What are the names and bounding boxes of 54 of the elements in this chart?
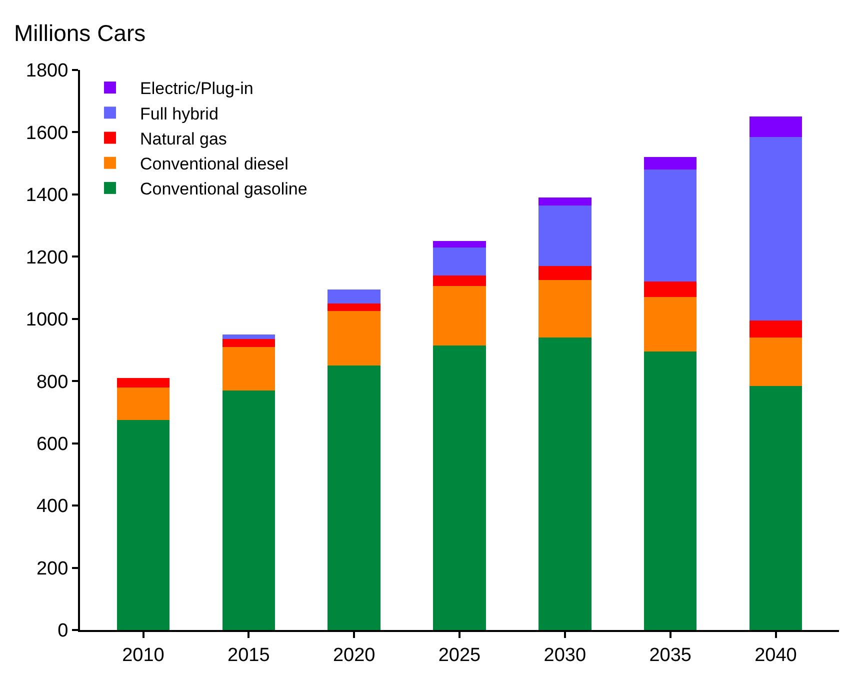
bar	[328, 303, 380, 312]
x-tick-label: 2030	[544, 644, 586, 666]
bar	[433, 345, 486, 630]
bar	[116, 387, 170, 420]
bar	[433, 247, 486, 276]
bar	[749, 320, 802, 338]
bar	[433, 286, 486, 346]
bar	[222, 390, 276, 630]
y-tick-label: 1400	[26, 185, 68, 206]
y-tick-label: 600	[36, 434, 68, 455]
y-tick-label: 1200	[26, 247, 68, 268]
legend-label: Conventional gasoline	[140, 180, 308, 199]
bar	[328, 311, 380, 366]
bar	[433, 241, 486, 248]
x-tick-label: 2040	[754, 644, 797, 666]
legend-label: Natural gas	[140, 129, 227, 148]
y-tick-label: 800	[36, 372, 68, 393]
bar	[749, 386, 802, 630]
y-tick-label: 400	[36, 496, 68, 518]
x-tick-label: 2035	[649, 644, 692, 666]
legend-label: Full hybrid	[140, 104, 218, 124]
bar	[538, 266, 592, 280]
bar	[538, 205, 592, 266]
y-tick-label: 0	[58, 620, 68, 642]
x-tick-label: 2015	[228, 644, 270, 666]
x-tick-label: 2010	[122, 644, 164, 666]
bar	[749, 116, 802, 137]
bar	[538, 338, 592, 630]
y-tick-label: 1600	[26, 122, 68, 144]
x-tick-label: 2025	[438, 644, 481, 666]
y-tick-label: 1800	[26, 60, 68, 82]
bar	[222, 334, 276, 340]
bar	[328, 366, 380, 630]
bar	[644, 157, 697, 170]
bar	[116, 378, 170, 388]
legend-label: Electric/Plug-in	[140, 79, 254, 98]
bar	[644, 282, 697, 298]
y-tick-label: 1000	[26, 310, 68, 331]
y-tick-label: 200	[36, 558, 68, 580]
bar	[433, 275, 486, 286]
bar	[116, 420, 170, 630]
bar	[222, 339, 276, 347]
bar	[644, 170, 697, 282]
bar	[538, 198, 592, 206]
bar	[328, 289, 380, 304]
bar	[749, 136, 802, 320]
bar	[644, 352, 697, 630]
x-tick-label: 2020	[332, 644, 376, 666]
bar	[222, 346, 276, 390]
legend-label: Conventional diesel	[140, 154, 288, 174]
y-axis-title: Millions Cars	[14, 20, 146, 46]
bar	[538, 280, 592, 338]
bar	[644, 297, 697, 352]
bar	[749, 338, 802, 386]
